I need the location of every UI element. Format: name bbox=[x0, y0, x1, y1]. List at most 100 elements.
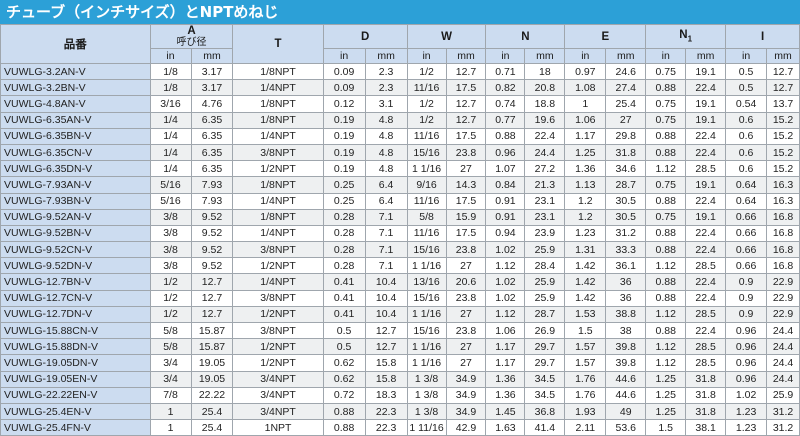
unit-in: in bbox=[485, 48, 526, 64]
cell-i-mm: 31.2 bbox=[766, 419, 800, 436]
cell-e-mm: 44.6 bbox=[605, 386, 647, 404]
header-n1: N1 bbox=[645, 24, 727, 49]
cell-n1-in: 0.88 bbox=[645, 192, 687, 210]
cell-e-mm: 49 bbox=[605, 402, 647, 421]
cell-w-in: 5/8 bbox=[406, 208, 447, 226]
cell-n1-mm: 28.5 bbox=[685, 338, 727, 356]
cell-d-in: 0.25 bbox=[322, 176, 366, 194]
cell-n1-in: 0.88 bbox=[645, 127, 687, 145]
cell-e-mm: 30.5 bbox=[605, 208, 647, 226]
cell-n1-in: 0.88 bbox=[645, 79, 687, 97]
cell-w-mm: 27 bbox=[445, 305, 487, 324]
cell-a-mm: 9.52 bbox=[190, 257, 234, 275]
cell-n1-mm: 22.4 bbox=[685, 127, 727, 145]
spec-table: 品番 A 呼び径 T D W N E N1 I in mm in mm in bbox=[0, 24, 800, 436]
unit-mm: mm bbox=[364, 48, 408, 64]
cell-i-mm: 16.3 bbox=[766, 176, 800, 194]
cell-part-number: VUWLG-7.93BN-V bbox=[0, 192, 151, 210]
cell-d-in: 0.12 bbox=[322, 95, 366, 113]
cell-w-in: 1 3/8 bbox=[406, 386, 447, 404]
cell-part-number: VUWLG-4.8AN-V bbox=[0, 95, 151, 113]
cell-e-in: 1.23 bbox=[564, 224, 607, 243]
cell-i-mm: 16.8 bbox=[766, 208, 800, 226]
cell-n-mm: 41.4 bbox=[524, 419, 566, 436]
table-row: VUWLG-6.35BN-V 1/4 6.35 1/4NPT 0.19 4.8 11/16 1… bbox=[0, 127, 800, 145]
cell-n-mm: 19.6 bbox=[524, 111, 566, 129]
cell-i-mm: 13.7 bbox=[766, 95, 800, 113]
cell-n1-in: 1.25 bbox=[645, 370, 687, 388]
cell-n1-mm: 38.1 bbox=[685, 419, 727, 436]
cell-e-mm: 34.6 bbox=[605, 160, 647, 178]
cell-part-number: VUWLG-6.35DN-V bbox=[0, 160, 151, 178]
cell-t: 1/8NPT bbox=[232, 62, 324, 81]
cell-d-mm: 4.8 bbox=[364, 143, 408, 162]
cell-e-mm: 31.2 bbox=[605, 224, 647, 243]
cell-n1-mm: 28.5 bbox=[685, 257, 727, 275]
cell-a-mm: 3.17 bbox=[190, 62, 234, 81]
cell-t: 1/2NPT bbox=[232, 338, 324, 356]
cell-n1-in: 0.75 bbox=[645, 111, 687, 129]
cell-n-mm: 36.8 bbox=[524, 402, 566, 421]
cell-part-number: VUWLG-9.52BN-V bbox=[0, 224, 151, 243]
table-row: VUWLG-3.2AN-V 1/8 3.17 1/8NPT 0.09 2.3 1/2 12.7… bbox=[0, 62, 800, 81]
cell-n1-mm: 28.5 bbox=[685, 354, 727, 372]
cell-i-in: 0.64 bbox=[725, 192, 768, 210]
cell-d-in: 0.28 bbox=[322, 208, 366, 226]
header-t: T bbox=[232, 24, 324, 64]
cell-e-in: 1.42 bbox=[564, 289, 607, 307]
cell-w-mm: 27 bbox=[445, 257, 487, 275]
cell-w-in: 15/16 bbox=[406, 143, 447, 162]
table-row: VUWLG-25.4EN-V 1 25.4 3/4NPT 0.88 22.3 1 3/8 34… bbox=[0, 402, 800, 421]
cell-w-mm: 42.9 bbox=[445, 419, 487, 436]
cell-e-mm: 25.4 bbox=[605, 95, 647, 113]
cell-a-in: 1/2 bbox=[149, 273, 192, 291]
header-n1-label: N bbox=[679, 29, 688, 42]
cell-n-mm: 18 bbox=[524, 62, 566, 81]
cell-d-in: 0.41 bbox=[322, 289, 366, 307]
cell-part-number: VUWLG-6.35CN-V bbox=[0, 143, 151, 162]
table-row: VUWLG-9.52CN-V 3/8 9.52 3/8NPT 0.28 7.1 15/16 2… bbox=[0, 241, 800, 259]
cell-part-number: VUWLG-7.93AN-V bbox=[0, 176, 151, 194]
cell-n-mm: 25.9 bbox=[524, 273, 566, 291]
cell-n-in: 1.17 bbox=[485, 338, 526, 356]
cell-n-mm: 28.4 bbox=[524, 257, 566, 275]
cell-w-in: 1 1/16 bbox=[406, 338, 447, 356]
cell-e-mm: 29.8 bbox=[605, 127, 647, 145]
cell-i-in: 1.02 bbox=[725, 386, 768, 404]
unit-mm: mm bbox=[605, 48, 647, 64]
cell-n-in: 0.82 bbox=[485, 79, 526, 97]
cell-e-mm: 36.1 bbox=[605, 257, 647, 275]
cell-n1-in: 1.12 bbox=[645, 160, 687, 178]
cell-part-number: VUWLG-25.4FN-V bbox=[0, 419, 151, 436]
cell-n1-mm: 28.5 bbox=[685, 305, 727, 324]
cell-w-in: 1 11/16 bbox=[406, 419, 447, 436]
cell-n1-mm: 19.1 bbox=[685, 176, 727, 194]
cell-e-in: 1.76 bbox=[564, 370, 607, 388]
cell-i-mm: 22.9 bbox=[766, 305, 800, 324]
unit-in: in bbox=[322, 48, 366, 64]
cell-w-in: 15/16 bbox=[406, 289, 447, 307]
cell-i-mm: 15.2 bbox=[766, 160, 800, 178]
cell-e-mm: 24.6 bbox=[605, 62, 647, 81]
cell-n1-mm: 22.4 bbox=[685, 224, 727, 243]
cell-w-mm: 17.5 bbox=[445, 79, 487, 97]
cell-n-mm: 29.7 bbox=[524, 338, 566, 356]
cell-w-in: 11/16 bbox=[406, 79, 447, 97]
cell-e-mm: 53.6 bbox=[605, 419, 647, 436]
cell-w-mm: 17.5 bbox=[445, 127, 487, 145]
cell-i-in: 0.96 bbox=[725, 338, 768, 356]
header-i: I bbox=[725, 24, 800, 49]
cell-n1-in: 0.75 bbox=[645, 176, 687, 194]
cell-a-in: 1/2 bbox=[149, 289, 192, 307]
cell-w-in: 15/16 bbox=[406, 241, 447, 259]
cell-t: 3/8NPT bbox=[232, 241, 324, 259]
cell-i-in: 0.6 bbox=[725, 143, 768, 162]
cell-part-number: VUWLG-22.22EN-V bbox=[0, 386, 151, 404]
cell-i-mm: 22.9 bbox=[766, 289, 800, 307]
cell-a-mm: 7.93 bbox=[190, 176, 234, 194]
cell-a-in: 1 bbox=[149, 419, 192, 436]
cell-n-in: 1.36 bbox=[485, 386, 526, 404]
cell-d-mm: 4.8 bbox=[364, 111, 408, 129]
cell-t: 1/4NPT bbox=[232, 273, 324, 291]
cell-a-in: 7/8 bbox=[149, 386, 192, 404]
